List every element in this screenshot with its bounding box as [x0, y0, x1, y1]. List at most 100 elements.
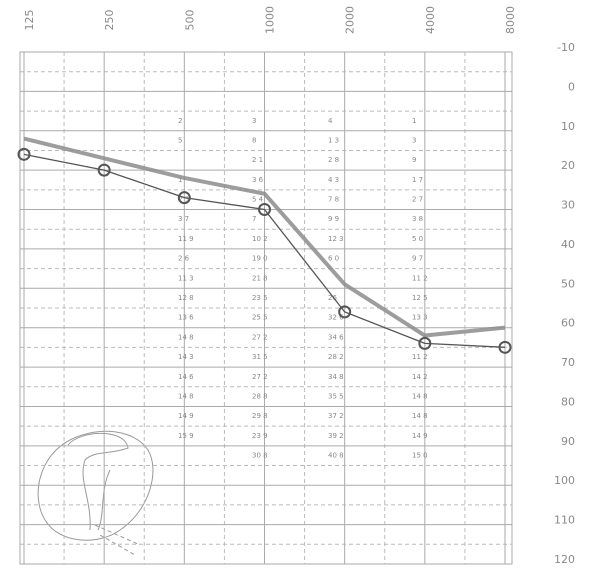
- y-tick-label: 120: [554, 553, 575, 566]
- x-tick-label: 500: [183, 10, 196, 31]
- grid-note: 1 3: [328, 136, 339, 144]
- grid-note: 34 6: [328, 333, 344, 341]
- grid-note: 12 8: [178, 294, 194, 302]
- grid-note: 14 2: [412, 373, 428, 381]
- grid-note: 3 8: [412, 215, 423, 223]
- grid-note: 3 7: [178, 215, 189, 223]
- grid-note: 14 9: [178, 412, 194, 420]
- y-tick-label: 40: [561, 238, 575, 251]
- grid-note: 12 3: [328, 235, 344, 243]
- grid-note: 5 4: [252, 196, 264, 204]
- grid-note: 1 7: [412, 176, 423, 184]
- y-tick-label: 10: [561, 120, 575, 133]
- grid-note: 4 3: [328, 176, 339, 184]
- marker: [17, 147, 31, 161]
- grid-note: 5: [178, 136, 182, 144]
- grid: [19, 51, 513, 565]
- marker: [338, 305, 352, 319]
- grid-note: 15 9: [178, 432, 194, 440]
- y-tick-label: 30: [561, 199, 575, 212]
- grid-note: 4: [328, 117, 333, 125]
- grid-note: 11 3: [178, 274, 194, 282]
- y-tick-label: 70: [561, 356, 575, 369]
- grid-note: 35 5: [328, 392, 344, 400]
- grid-note: 7 8: [328, 196, 339, 204]
- grid-note: 2 7: [412, 196, 423, 204]
- grid-note: 14 8: [178, 333, 194, 341]
- grid-note: 3 6: [252, 176, 264, 184]
- grid-note: 10 2: [252, 235, 268, 243]
- grid-note: 30 8: [252, 452, 268, 460]
- grid-note: 39 2: [328, 432, 344, 440]
- grid-note: 34 8: [328, 373, 344, 381]
- grid-note: 40 8: [328, 452, 344, 460]
- y-tick-label: -10: [557, 41, 575, 54]
- grid-note: 14 6: [178, 373, 194, 381]
- grid-note: 14 8: [178, 392, 194, 400]
- grid-note: 11 9: [178, 235, 194, 243]
- grid-note: 14 9: [412, 432, 428, 440]
- ear-drawing: [37, 430, 154, 556]
- y-tick-label: 90: [561, 435, 575, 448]
- y-tick-label: 80: [561, 395, 575, 408]
- y-tick-label: 50: [561, 277, 575, 290]
- grid-note: 37 2: [328, 412, 344, 420]
- grid-note: 6 0: [328, 255, 339, 263]
- grid-note: 27 2: [252, 333, 268, 341]
- marker: [498, 340, 512, 354]
- grid-note: 2 5: [178, 196, 189, 204]
- x-tick-label: 125: [23, 10, 36, 31]
- grid-note: 11 2: [412, 274, 428, 282]
- grid-note: 28 2: [328, 353, 344, 361]
- grid-note: 2: [178, 117, 182, 125]
- x-tick-label: 250: [103, 9, 116, 30]
- marker: [177, 191, 191, 205]
- grid-note: 21 8: [252, 274, 268, 282]
- grid-note: 3: [252, 117, 256, 125]
- grid-note: 1: [178, 176, 182, 184]
- grid-note: 8: [252, 136, 256, 144]
- grid-note: 28 8: [252, 392, 268, 400]
- y-tick-label: 110: [554, 514, 575, 527]
- grid-note: 32 6: [328, 314, 344, 322]
- y-tick-label: 20: [561, 159, 575, 172]
- marker: [258, 202, 271, 216]
- grid-note: 13 3: [412, 314, 428, 322]
- grid-note: 2 1: [252, 156, 263, 164]
- y-tick-label: 100: [554, 474, 575, 487]
- grid-note: 14 3: [178, 353, 194, 361]
- marker: [418, 336, 432, 350]
- grid-note: 31 5: [252, 353, 268, 361]
- series-line: [23, 136, 506, 338]
- grid-note: 26: [328, 294, 337, 302]
- grid-note: 11 2: [412, 353, 428, 361]
- x-tick-label: 1000: [264, 6, 277, 34]
- grid-note: 23 5: [252, 294, 268, 302]
- grid-note: 14 8: [412, 412, 428, 420]
- grid-note: 3: [412, 136, 416, 144]
- grid-note: 9: [412, 156, 416, 164]
- y-tick-label: 0: [568, 80, 575, 93]
- grid-note: 9 7: [412, 255, 423, 263]
- x-tick-label: 2000: [344, 6, 357, 34]
- grid-note: 2 6: [178, 255, 190, 263]
- grid-note: 14 8: [412, 392, 428, 400]
- y-tick-label: 60: [561, 317, 575, 330]
- grid-note: 7: [252, 215, 256, 223]
- grid-note: 2 8: [328, 156, 339, 164]
- grid-note: 13 6: [178, 314, 194, 322]
- x-tick-label: 8000: [504, 6, 517, 34]
- grid-note: 5 0: [412, 235, 423, 243]
- grid-note: 29 8: [252, 412, 268, 420]
- series-line: [23, 153, 506, 348]
- grid-note: 27 2: [252, 373, 268, 381]
- grid-note: 1: [412, 117, 416, 125]
- grid-note: 12 5: [412, 294, 428, 302]
- grid-note: 9 9: [328, 215, 339, 223]
- grid-note: 23 9: [252, 432, 268, 440]
- grid-note: 15 0: [412, 452, 428, 460]
- marker: [97, 163, 111, 177]
- x-tick-label: 4000: [424, 6, 437, 34]
- grid-note: 19 0: [252, 255, 268, 263]
